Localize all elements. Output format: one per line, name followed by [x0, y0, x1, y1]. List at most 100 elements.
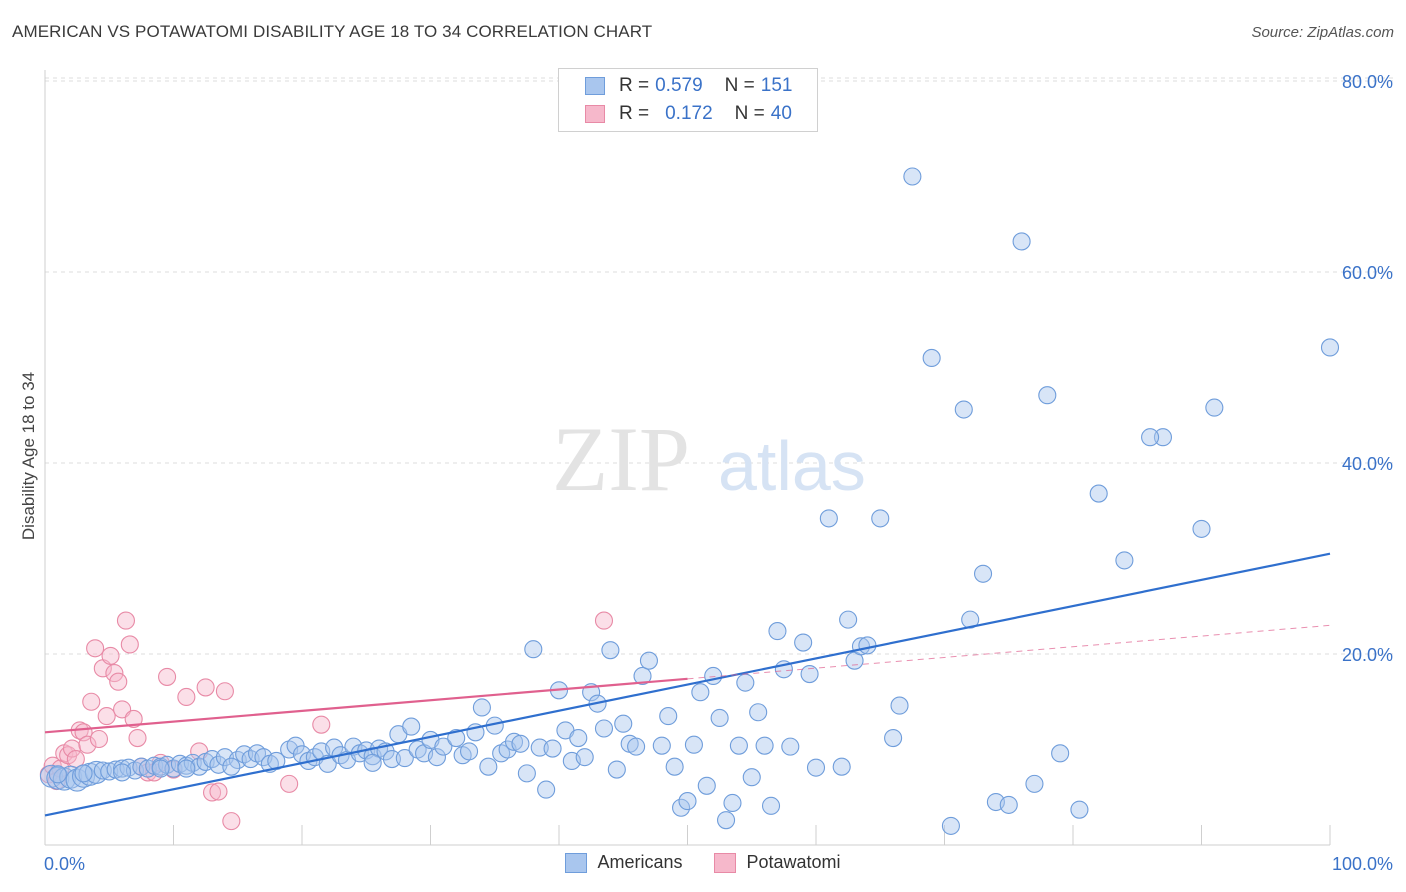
americans-point: [922, 348, 941, 368]
americans-point: [1153, 428, 1172, 447]
americans-point: [363, 753, 382, 772]
americans-points: [39, 167, 1340, 835]
americans-point: [1051, 744, 1070, 763]
potawatomi-point: [97, 707, 116, 726]
americans-point: [447, 728, 466, 748]
americans-point: [710, 708, 729, 728]
americans-point: [858, 636, 877, 655]
legend-item-americans[interactable]: Americans: [565, 852, 682, 873]
correlation-legend: R = 0.579 N = 151 R = 0.172 N = 40: [558, 68, 818, 132]
americans-point: [627, 737, 646, 756]
legend-item-potawatomi[interactable]: Potawatomi: [714, 852, 841, 873]
americans-point: [511, 734, 530, 753]
americans-point: [382, 749, 402, 769]
americans-point: [222, 757, 241, 776]
americans-point: [93, 761, 112, 780]
legend-row-americans: R = 0.579 N = 151: [559, 72, 792, 100]
americans-point: [723, 793, 742, 813]
americans-point: [819, 509, 838, 528]
americans-point: [1192, 519, 1211, 538]
americans-point: [652, 736, 671, 755]
grid-lines: [45, 77, 1395, 655]
americans-point: [839, 610, 858, 629]
potawatomi-point: [158, 667, 177, 686]
americans-point: [267, 751, 286, 771]
americans-point: [479, 757, 498, 776]
americans-point: [517, 764, 536, 783]
americans-point: [973, 564, 993, 583]
potawatomi-points: [39, 611, 614, 831]
potawatomi-point: [105, 664, 124, 683]
americans-point: [48, 765, 67, 784]
legend-n-value: 151: [760, 75, 793, 96]
potawatomi-point: [124, 709, 143, 728]
y-tick-label: 80.0%: [1342, 72, 1393, 92]
americans-point: [716, 811, 736, 830]
americans-point: [999, 795, 1018, 814]
americans-point: [1038, 386, 1057, 405]
americans-point: [504, 732, 524, 751]
potawatomi-point: [116, 611, 136, 630]
americans-point: [1089, 484, 1108, 503]
source-label: Source: ZipAtlas.com: [1251, 24, 1394, 41]
potawatomi-swatch: [714, 852, 737, 873]
americans-point: [427, 748, 446, 767]
americans-point: [755, 736, 774, 755]
trend-lines: [44, 552, 1331, 817]
americans-point: [742, 768, 761, 787]
legend-r-value: 0.172: [665, 103, 713, 124]
americans-point: [761, 796, 781, 815]
potawatomi-trend-line: [44, 677, 688, 734]
americans-point: [74, 764, 93, 783]
legend-n-label: N =: [724, 75, 755, 96]
x-tick-label: 100.0%: [1332, 854, 1393, 874]
potawatomi-swatch: [585, 105, 605, 123]
americans-point: [729, 736, 748, 755]
potawatomi-point: [128, 728, 147, 748]
chart-title: AMERICAN VS POTAWATOMI DISABILITY AGE 18…: [12, 22, 653, 41]
y-tick-label: 20.0%: [1342, 645, 1393, 665]
americans-point: [1115, 551, 1134, 570]
americans-point: [402, 717, 421, 736]
americans-point: [832, 757, 851, 776]
americans-point: [614, 714, 633, 733]
americans-point: [639, 651, 659, 670]
americans-swatch: [565, 852, 588, 873]
x-tick-labels: 0.0% 100.0%: [44, 854, 1393, 874]
americans-point: [1205, 398, 1224, 417]
y-tick-labels: 20.0% 40.0% 60.0% 80.0%: [1342, 72, 1393, 665]
potawatomi-point: [62, 739, 82, 758]
watermark: ZIP atlas: [552, 408, 866, 510]
americans-point: [633, 666, 652, 686]
axes: [44, 70, 1331, 846]
potawatomi-trend-extension: [687, 624, 1331, 680]
legend-label-americans: Americans: [597, 852, 683, 872]
americans-point: [659, 707, 678, 726]
y-axis-label: Disability Age 18 to 34: [19, 372, 38, 540]
potawatomi-point: [89, 729, 109, 749]
americans-point: [459, 742, 479, 761]
americans-point: [672, 798, 691, 817]
americans-point: [697, 776, 716, 795]
potawatomi-point: [203, 783, 222, 802]
americans-point: [132, 757, 151, 776]
americans-point: [794, 633, 813, 652]
americans-point: [543, 739, 562, 758]
americans-point: [395, 749, 414, 768]
americans-point: [749, 703, 768, 722]
americans-point: [903, 167, 922, 186]
americans-point: [961, 610, 980, 629]
americans-point: [46, 766, 70, 790]
potawatomi-point: [280, 774, 299, 793]
potawatomi-point: [196, 678, 215, 697]
legend-r-label: R =: [619, 103, 650, 124]
americans-point: [434, 737, 453, 756]
potawatomi-point: [312, 715, 331, 734]
americans-point: [781, 737, 800, 756]
americans-point: [1320, 338, 1340, 357]
potawatomi-point: [109, 672, 128, 691]
americans-trend-line: [44, 552, 1331, 817]
x-tick-label: 0.0%: [44, 854, 85, 874]
watermark-zip: ZIP: [552, 408, 690, 510]
potawatomi-point: [78, 735, 97, 754]
